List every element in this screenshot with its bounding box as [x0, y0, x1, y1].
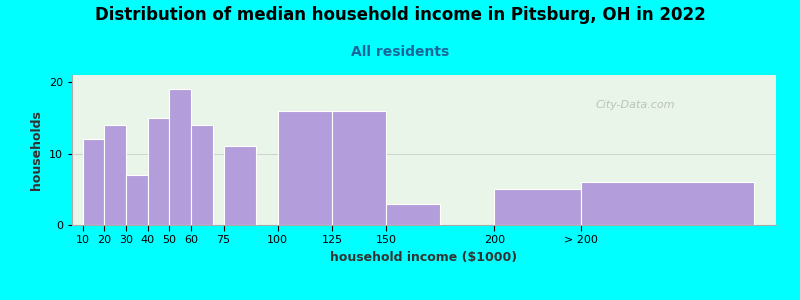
Text: City-Data.com: City-Data.com [595, 100, 675, 110]
Bar [332, 111, 386, 225]
Bar [386, 204, 440, 225]
Bar [191, 125, 213, 225]
Bar [170, 89, 191, 225]
Bar [148, 118, 170, 225]
Bar [126, 175, 148, 225]
Bar [105, 125, 126, 225]
Text: Distribution of median household income in Pitsburg, OH in 2022: Distribution of median household income … [94, 6, 706, 24]
Bar [494, 189, 581, 225]
Y-axis label: households: households [30, 110, 43, 190]
X-axis label: household income ($1000): household income ($1000) [330, 251, 518, 264]
Bar [278, 111, 332, 225]
Bar [224, 146, 256, 225]
Bar [83, 139, 105, 225]
Bar [581, 182, 754, 225]
Text: All residents: All residents [351, 45, 449, 59]
